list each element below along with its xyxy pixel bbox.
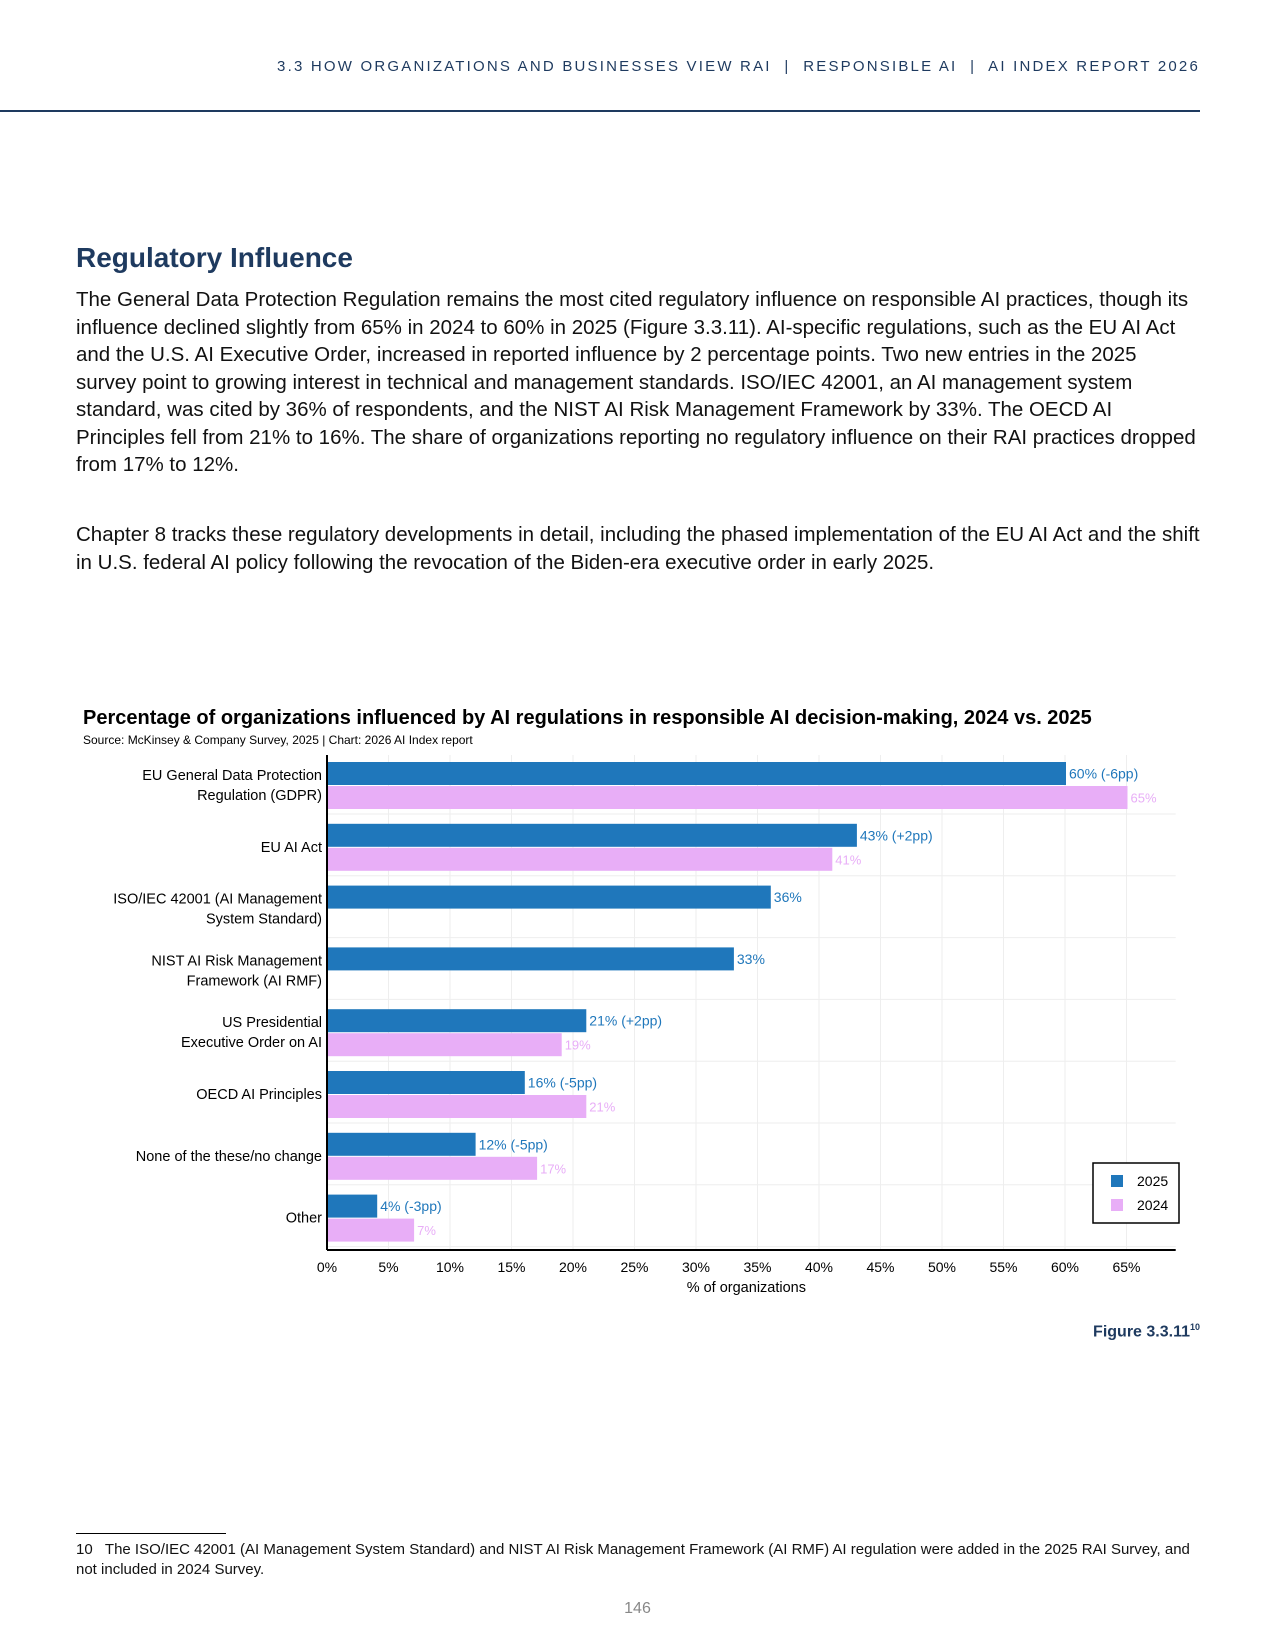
x-tick-label: 20% bbox=[559, 1259, 587, 1275]
body-paragraph-2: Chapter 8 tracks these regulatory develo… bbox=[76, 523, 1200, 574]
category-label: Executive Order on AI bbox=[181, 1035, 322, 1051]
footnote: 10 The ISO/IEC 42001 (AI Management Syst… bbox=[76, 1541, 1195, 1578]
data-label-2025: 60% (-6pp) bbox=[1069, 766, 1138, 782]
body-paragraph-1: The General Data Protection Regulation r… bbox=[76, 288, 1196, 476]
bar-2025 bbox=[328, 1071, 525, 1094]
x-tick-label: 65% bbox=[1112, 1259, 1140, 1275]
bar-2025 bbox=[328, 1009, 587, 1033]
x-axis-title: % of organizations bbox=[687, 1280, 806, 1296]
data-label-2025: 12% (-5pp) bbox=[479, 1136, 548, 1152]
bar-2024 bbox=[328, 1095, 587, 1118]
bar-2025 bbox=[328, 823, 857, 847]
page-number: 146 bbox=[624, 1600, 651, 1617]
header-divider bbox=[0, 110, 1200, 112]
x-tick-label: 35% bbox=[743, 1259, 771, 1275]
category-label: System Standard) bbox=[206, 912, 322, 928]
x-tick-label: 55% bbox=[989, 1259, 1017, 1275]
x-tick-label: 15% bbox=[497, 1259, 525, 1275]
section-title: Regulatory Influence bbox=[76, 242, 353, 273]
x-tick-label: 25% bbox=[620, 1259, 648, 1275]
data-label-2025: 4% (-3pp) bbox=[380, 1198, 441, 1214]
bar-2024 bbox=[328, 1218, 415, 1242]
legend-swatch-2025 bbox=[1111, 1175, 1123, 1187]
data-label-2025: 43% (+2pp) bbox=[860, 827, 933, 843]
bar-2024 bbox=[328, 1033, 562, 1057]
category-label: OECD AI Principles bbox=[196, 1087, 322, 1103]
footnote-divider bbox=[76, 1533, 226, 1534]
bar-2025 bbox=[328, 1194, 378, 1218]
data-label-2025: 36% bbox=[774, 889, 802, 905]
chart-title: Percentage of organizations influenced b… bbox=[83, 707, 1092, 729]
running-header: 3.3 HOW ORGANIZATIONS AND BUSINESSES VIE… bbox=[277, 58, 1200, 75]
legend bbox=[1092, 1162, 1180, 1224]
bar-2024 bbox=[328, 847, 833, 871]
bar-2025 bbox=[328, 885, 771, 909]
category-label: EU AI Act bbox=[261, 840, 322, 856]
x-tick-label: 40% bbox=[805, 1259, 833, 1275]
category-label: US Presidential bbox=[222, 1015, 322, 1031]
x-tick-label: 5% bbox=[378, 1259, 398, 1275]
x-tick-label: 50% bbox=[928, 1259, 956, 1275]
legend-label-2024: 2024 bbox=[1137, 1197, 1168, 1213]
data-label-2025: 16% (-5pp) bbox=[528, 1075, 597, 1091]
footnote-ref: 10 bbox=[1189, 1322, 1200, 1332]
bar-2024 bbox=[328, 786, 1128, 809]
category-label: EU General Data Protection bbox=[142, 768, 322, 784]
bar-2025 bbox=[328, 947, 734, 971]
data-label-2024: 41% bbox=[835, 852, 861, 867]
category-label: NIST AI Risk Management bbox=[151, 953, 322, 969]
data-label-2025: 33% bbox=[737, 951, 765, 967]
x-tick-label: 60% bbox=[1051, 1259, 1079, 1275]
category-label: Other bbox=[286, 1211, 322, 1227]
chart-source: Source: McKinsey & Company Survey, 2025 … bbox=[83, 733, 473, 747]
x-tick-label: 30% bbox=[682, 1259, 710, 1275]
category-label: ISO/IEC 42001 (AI Management bbox=[113, 892, 322, 908]
data-label-2024: 21% bbox=[589, 1100, 615, 1115]
x-tick-label: 45% bbox=[866, 1259, 894, 1275]
category-label: None of the these/no change bbox=[136, 1149, 322, 1165]
data-label-2024: 65% bbox=[1131, 791, 1157, 806]
x-tick-label: 0% bbox=[317, 1259, 337, 1275]
bar-2025 bbox=[328, 762, 1066, 785]
category-label: Regulation (GDPR) bbox=[197, 788, 322, 804]
data-label-2025: 21% (+2pp) bbox=[589, 1013, 662, 1029]
figure-label: Figure 3.3.1110 bbox=[1093, 1322, 1200, 1341]
bar-2024 bbox=[328, 1156, 538, 1180]
legend-swatch-2024 bbox=[1111, 1199, 1123, 1211]
bar-2025 bbox=[328, 1132, 476, 1156]
data-label-2024: 19% bbox=[565, 1038, 591, 1053]
x-tick-label: 10% bbox=[436, 1259, 464, 1275]
data-label-2024: 17% bbox=[540, 1161, 566, 1176]
figure-number: Figure 3.3.11 bbox=[1093, 1323, 1190, 1341]
category-label: Framework (AI RMF) bbox=[187, 973, 322, 989]
data-label-2024: 7% bbox=[417, 1223, 436, 1238]
legend-label-2025: 2025 bbox=[1137, 1173, 1168, 1189]
